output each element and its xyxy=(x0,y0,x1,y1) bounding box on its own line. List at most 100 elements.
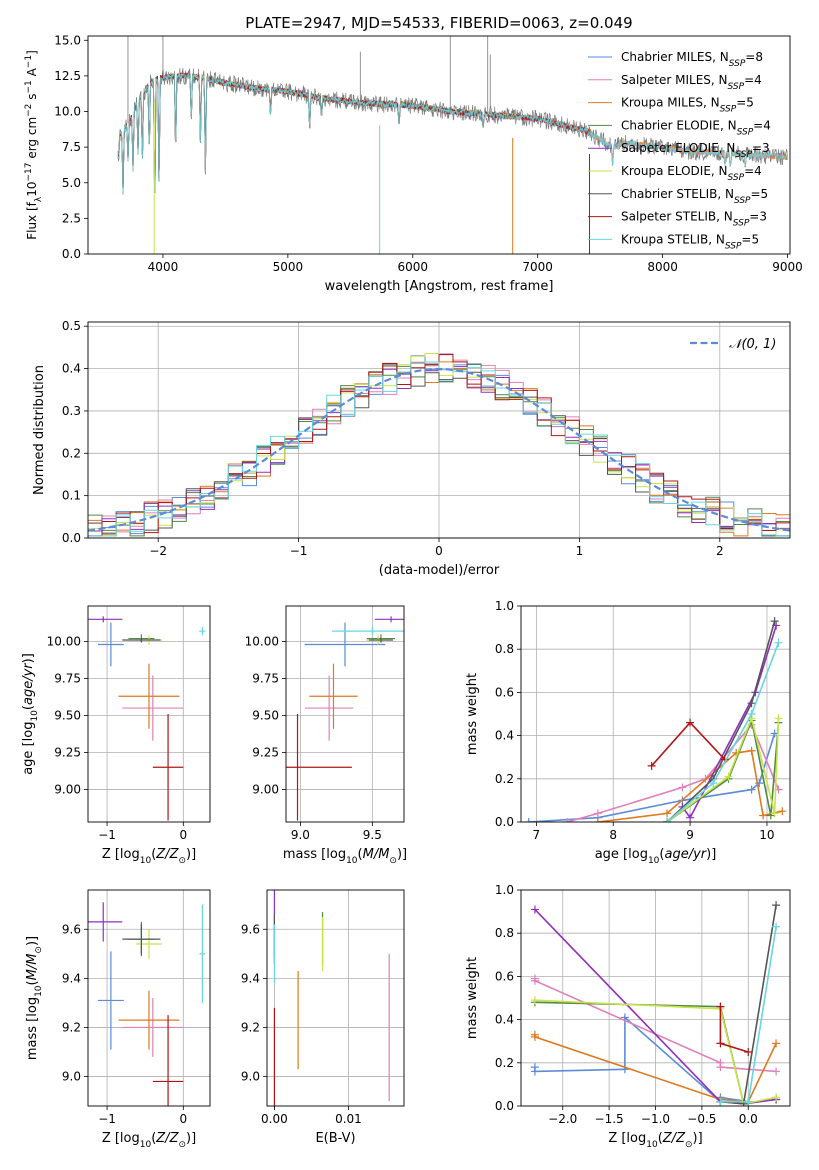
x-axis-label: E(B-V) xyxy=(315,1131,355,1146)
x-tick-label: 9.0 xyxy=(291,828,310,842)
weight-marker xyxy=(716,1039,725,1048)
x-tick-label: 0.00 xyxy=(261,1112,288,1126)
label-part: SSP xyxy=(735,150,752,160)
y-tick-label: 0.8 xyxy=(495,926,514,940)
plot-area-age-vs-Z xyxy=(88,616,206,821)
y-tick-label: 9.00 xyxy=(252,782,279,796)
y-tick-label: 7.5 xyxy=(62,140,81,154)
weight-series-salpeter_miles xyxy=(530,974,781,1076)
axes-frame xyxy=(87,889,211,1107)
weight-marker xyxy=(772,1067,781,1076)
label-part: =4 xyxy=(744,73,762,87)
label-part: SSP xyxy=(725,241,742,251)
x-tick-label: 2 xyxy=(716,544,724,558)
label-part: wavelength [Angstrom, rest frame] xyxy=(325,279,554,294)
label-part: mass weight xyxy=(465,957,480,1039)
label-part: −1 xyxy=(24,55,34,68)
label-part: age/yr xyxy=(21,662,36,705)
errorbar-salpeter_stelib xyxy=(152,1015,184,1106)
weight-marker xyxy=(530,996,539,1005)
weight-line xyxy=(528,733,776,822)
y-tick-label: 0.2 xyxy=(495,772,514,786)
weight-marker xyxy=(772,1039,781,1048)
y-tick-label: 9.50 xyxy=(54,708,81,722)
label-part: 10 xyxy=(140,856,152,866)
y-tick-label: 9.25 xyxy=(54,745,81,759)
errorbar-kroupa_miles xyxy=(118,663,180,729)
label-part: =3 xyxy=(749,210,767,224)
y-tick-label: 10.0 xyxy=(54,105,81,119)
weight-line xyxy=(681,625,777,820)
weight-line xyxy=(666,642,780,822)
y-tick-label: 5.0 xyxy=(62,176,81,190)
weight-marker xyxy=(716,1002,725,1011)
label-part: mass [log xyxy=(25,997,40,1060)
label-part: Z/Z xyxy=(155,847,179,862)
x-tick-label: 10 xyxy=(759,828,774,842)
errorbar-kroupa_stelib xyxy=(332,627,404,636)
label-part: Chabrier MILES, N xyxy=(621,50,729,64)
weight-series-salpeter_stelib xyxy=(647,718,729,770)
label-part: ( xyxy=(659,847,664,862)
x-axis-label: mass [log10(M/M⊙)] xyxy=(283,847,407,866)
axes-residuals: −2 −1 0 1 2 0.0 0.1 0.2 0.3 0.4 0.5 (data-model)/er… xyxy=(32,319,791,578)
label-part: Kroupa MILES, N xyxy=(621,96,720,110)
label-part: Z/Z xyxy=(155,1131,179,1146)
label-part: )] xyxy=(21,653,36,663)
x-axis-label: Z [log10(Z/Z⊙)] xyxy=(102,1131,196,1150)
label-part: A xyxy=(25,67,39,80)
weight-marker xyxy=(563,818,572,822)
x-axis-label: age [log10(age/yr)] xyxy=(595,847,717,866)
legend-entry: Kroupa ELODIE, NSSP=4 xyxy=(621,164,762,183)
weight-marker xyxy=(716,1097,725,1106)
label-part: Z [log xyxy=(608,1131,646,1146)
label-part: Chabrier ELODIE, N xyxy=(621,118,737,132)
axes-frame xyxy=(266,889,405,1107)
y-tick-label: 9.4 xyxy=(62,971,81,985)
weight-marker xyxy=(524,818,533,822)
legend-entry: Salpeter ELODIE, NSSP=3 xyxy=(621,141,770,160)
weight-series-kroupa_stelib xyxy=(716,922,781,1106)
errorbar-salpeter_miles xyxy=(304,675,354,741)
label-part: ( xyxy=(21,705,36,710)
weight-marker xyxy=(774,638,783,647)
x-tick-label: 0.01 xyxy=(335,1112,362,1126)
label-part: s xyxy=(25,94,39,104)
x-tick-label: 9 xyxy=(686,828,694,842)
errorbar-kroupa_stelib xyxy=(199,904,206,1003)
weight-marker xyxy=(772,922,781,931)
label-part: 10 xyxy=(30,710,40,722)
errorbar-salpeter_stelib xyxy=(152,714,184,821)
errorbar-salpeter_elodie xyxy=(374,616,404,623)
weight-marker xyxy=(530,976,539,985)
weight-marker xyxy=(747,699,756,708)
x-axis-label: Z [log10(Z/Z⊙)] xyxy=(608,1131,702,1150)
y-tick-label: 0.0 xyxy=(495,815,514,829)
x-tick-label: −1 xyxy=(290,544,308,558)
errorbar-chabrier_stelib xyxy=(122,924,161,954)
x-tick-label: 9.5 xyxy=(363,828,382,842)
label-part: M/M xyxy=(363,847,390,862)
plot-area-weight-vs-age xyxy=(524,617,787,822)
errorbar-chabrier_miles xyxy=(97,951,124,1050)
y-axis-label: Normed distribution xyxy=(32,365,47,495)
label-part: Z/Z xyxy=(662,1131,686,1146)
y-tick-label: 9.75 xyxy=(54,671,81,685)
y-tick-label: 1.0 xyxy=(495,599,514,613)
weight-series-kroupa_miles xyxy=(593,746,787,822)
x-tick-label: 8 xyxy=(609,828,617,842)
label-part: 10 xyxy=(25,182,39,197)
label-part: Salpeter ELODIE, N xyxy=(621,141,735,155)
x-tick-label: 0.0 xyxy=(739,1112,758,1126)
y-tick-label: 0.6 xyxy=(495,685,514,699)
label-part: SSP xyxy=(737,127,754,137)
y-tick-label: 9.2 xyxy=(241,1020,260,1034)
legend-entry: Chabrier ELODIE, NSSP=4 xyxy=(621,118,771,137)
y-tick-label: 9.6 xyxy=(62,922,81,936)
label-part: SSP xyxy=(734,196,751,206)
errorbar-chabrier_miles xyxy=(97,622,124,667)
y-tick-label: 9.4 xyxy=(241,971,260,985)
x-tick-label: 0 xyxy=(179,1112,187,1126)
x-tick-label: 0 xyxy=(179,828,187,842)
